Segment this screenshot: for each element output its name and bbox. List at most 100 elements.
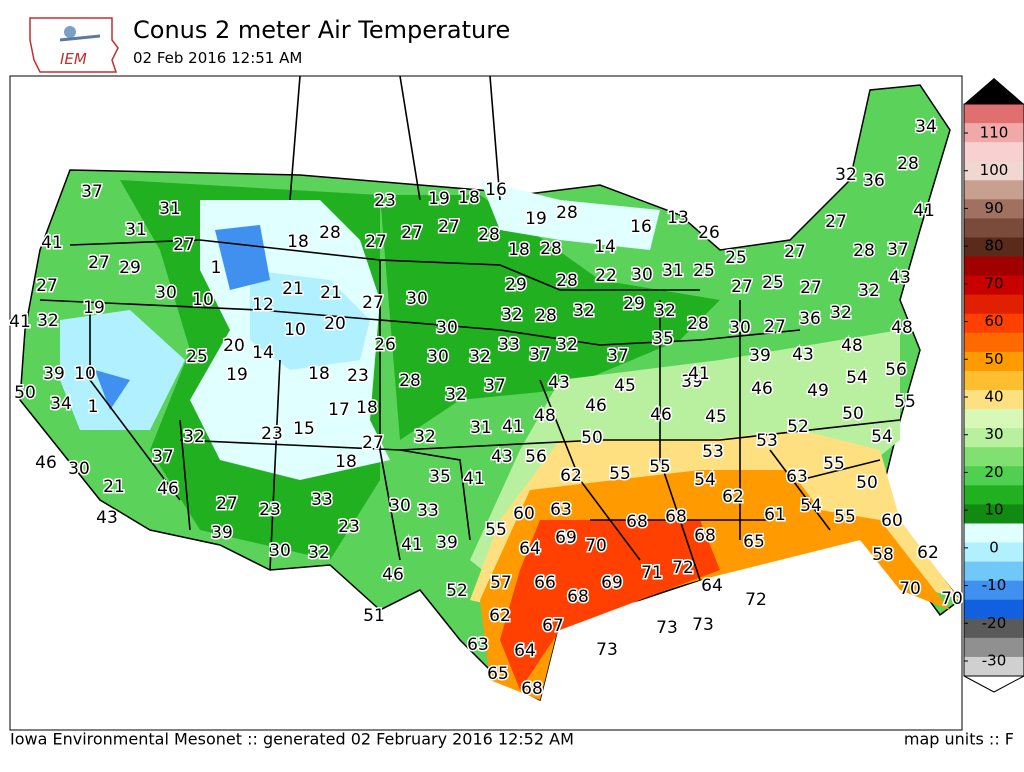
state-borders — [39, 76, 901, 581]
station-temp: 28 — [319, 223, 341, 243]
station-temp: 12 — [252, 295, 274, 315]
station-temp: 23 — [374, 191, 396, 211]
map — [10, 76, 962, 730]
station-temp: 27 — [825, 212, 847, 232]
station-temp: 32 — [414, 427, 436, 447]
cold-zone — [250, 270, 370, 370]
colorbar-band — [964, 637, 1024, 658]
station-temp: 29 — [623, 294, 645, 314]
station-temp: 50 — [842, 404, 864, 424]
station-temp: 26 — [374, 335, 396, 355]
colorbar-label: 110 — [980, 124, 1009, 142]
station-temp: 73 — [692, 615, 714, 635]
station-temp: 41 — [502, 417, 524, 437]
station-temp: 68 — [521, 679, 543, 699]
station-temp: 28 — [556, 203, 578, 223]
colorbar-band — [964, 313, 1024, 334]
colorbar-band — [964, 142, 1024, 162]
station-temp: 32 — [830, 303, 852, 323]
station-temp: 10 — [74, 364, 96, 384]
station-temp: 14 — [252, 343, 274, 363]
colorbar-label: -30 — [982, 652, 1007, 670]
colorbar-label: 90 — [984, 199, 1003, 217]
station-temp: 55 — [894, 392, 916, 412]
colorbar-band — [964, 180, 1024, 200]
station-temp: 46 — [751, 379, 773, 399]
station-temp: 51 — [363, 606, 385, 626]
station-temp: 31 — [125, 220, 147, 240]
station-temp: 20 — [223, 336, 245, 356]
colorbar-band — [964, 161, 1024, 181]
station-temp: 70 — [899, 579, 921, 599]
station-temp: 43 — [889, 268, 911, 288]
station-temp: 36 — [863, 171, 885, 191]
station-temp: 28 — [399, 371, 421, 391]
station-temp: 30 — [389, 496, 411, 516]
station-temp: 21 — [103, 477, 125, 497]
station-temp: 39 — [436, 533, 458, 553]
station-temp: 28 — [687, 314, 709, 334]
station-temp: 30 — [631, 265, 653, 285]
station-temp: 20 — [324, 314, 346, 334]
station-temp: 46 — [650, 405, 672, 425]
station-temp: 62 — [722, 487, 744, 507]
station-temp: 45 — [614, 376, 636, 396]
station-temp: 43 — [491, 447, 513, 467]
colorbar-band — [964, 466, 1024, 486]
colorbar-frame — [963, 103, 1024, 677]
colorbar-label: 0 — [989, 538, 999, 556]
station-temp: 32 — [469, 347, 491, 367]
station-temp: 41 — [688, 364, 710, 384]
station-temp: 68 — [567, 587, 589, 607]
colorbar-label: 70 — [984, 274, 1003, 292]
station-temp: 68 — [665, 507, 687, 527]
station-temp: 25 — [725, 248, 747, 268]
subtitle: 02 Feb 2016 12:51 AM — [133, 49, 302, 67]
cold-zone — [95, 370, 130, 410]
colorbar-band — [964, 542, 1024, 563]
station-temp: 37 — [81, 182, 103, 202]
colorbar-bottom-arrow — [963, 675, 1024, 693]
station-temp: 33 — [498, 335, 520, 355]
station-temp: 31 — [662, 261, 684, 281]
station-temp: 55 — [823, 454, 845, 474]
station-temp: 55 — [834, 507, 856, 527]
station-temp: 52 — [446, 581, 468, 601]
logo-text: IEM — [60, 50, 87, 68]
station-temp: 69 — [555, 528, 577, 548]
station-temp: 56 — [525, 447, 547, 467]
station-temp: 65 — [487, 664, 509, 684]
station-temp: 54 — [694, 470, 716, 490]
colorbar-band — [964, 275, 1024, 296]
station-temp: 53 — [756, 431, 778, 451]
station-temp: 53 — [702, 442, 724, 462]
station-temp: 27 — [784, 242, 806, 262]
station-temp: 72 — [745, 590, 767, 610]
station-temp: 32 — [573, 301, 595, 321]
station-temp: 68 — [694, 526, 716, 546]
station-temp: 27 — [36, 276, 58, 296]
station-temp: 46 — [382, 565, 404, 585]
station-temp: 66 — [534, 573, 556, 593]
station-temp: 30 — [729, 318, 751, 338]
station-temp: 45 — [705, 407, 727, 427]
logo: IEM — [29, 17, 119, 73]
station-temp: 50 — [14, 383, 36, 403]
station-temp: 26 — [698, 223, 720, 243]
station-temp: 54 — [871, 427, 893, 447]
station-temp: 14 — [594, 237, 616, 257]
station-temp: 28 — [540, 239, 562, 259]
station-temp: 39 — [749, 346, 771, 366]
colorbar-band — [964, 618, 1024, 639]
station-temp: 41 — [401, 535, 423, 555]
colorbar-band — [964, 351, 1024, 372]
colorbar-band — [964, 428, 1024, 448]
station-temp: 32 — [445, 385, 467, 405]
cold-zone — [480, 180, 660, 250]
station-temp: 35 — [652, 329, 674, 349]
station-temp: 28 — [853, 241, 875, 261]
station-temp: 13 — [667, 208, 689, 228]
station-temp: 32 — [308, 543, 330, 563]
colorbar-band — [964, 447, 1024, 467]
station-temp: 27 — [438, 217, 460, 237]
